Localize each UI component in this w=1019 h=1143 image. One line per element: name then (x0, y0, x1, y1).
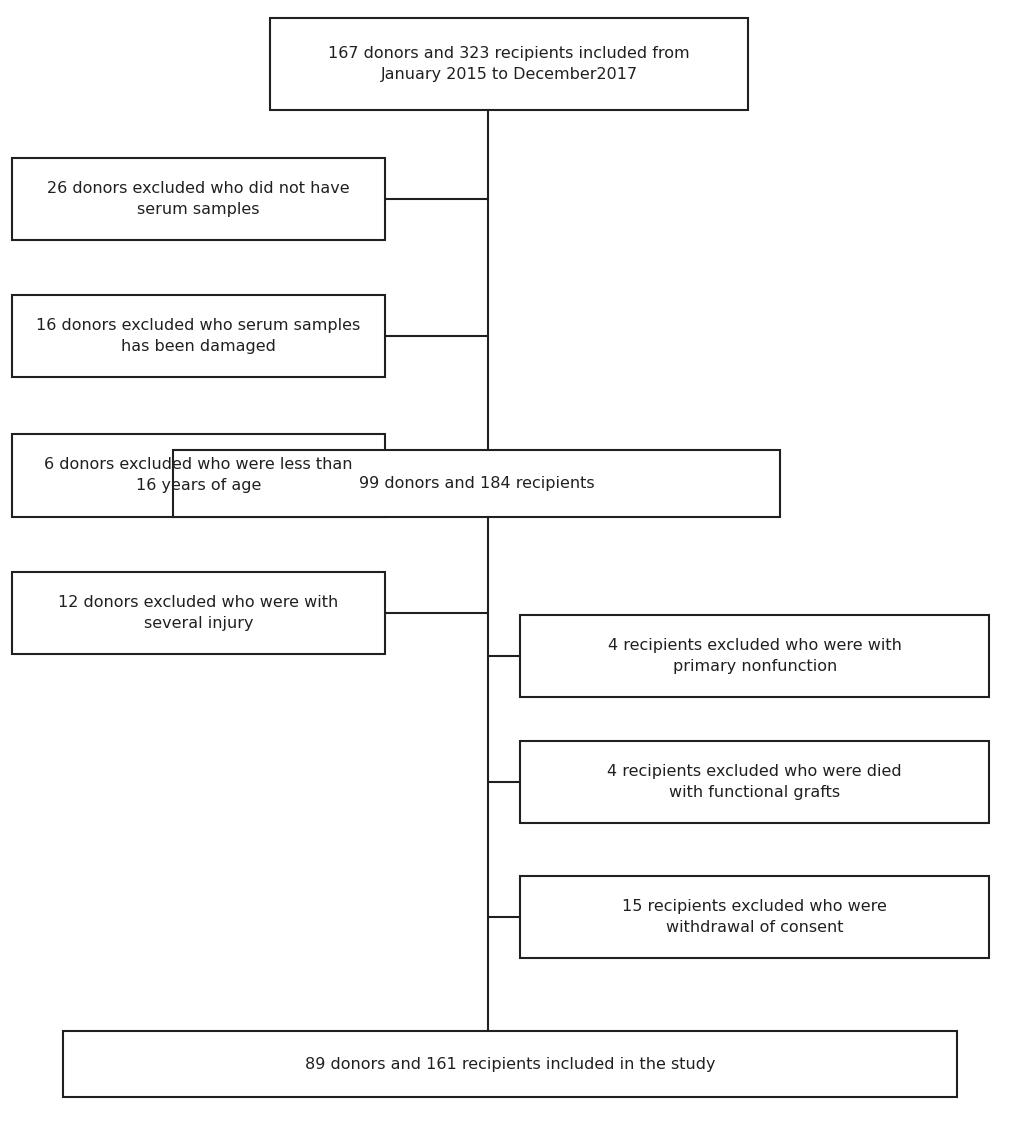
Text: 4 recipients excluded who were died
with functional grafts: 4 recipients excluded who were died with… (607, 764, 901, 800)
FancyBboxPatch shape (270, 18, 747, 110)
Text: 99 donors and 184 recipients: 99 donors and 184 recipients (359, 475, 594, 491)
FancyBboxPatch shape (173, 450, 780, 517)
Text: 89 donors and 161 recipients included in the study: 89 donors and 161 recipients included in… (305, 1056, 714, 1072)
Text: 6 donors excluded who were less than
16 years of age: 6 donors excluded who were less than 16 … (44, 457, 353, 494)
Text: 15 recipients excluded who were
withdrawal of consent: 15 recipients excluded who were withdraw… (622, 898, 887, 935)
FancyBboxPatch shape (520, 615, 988, 697)
FancyBboxPatch shape (12, 572, 384, 654)
FancyBboxPatch shape (12, 295, 384, 377)
FancyBboxPatch shape (12, 434, 384, 517)
Text: 4 recipients excluded who were with
primary nonfunction: 4 recipients excluded who were with prim… (607, 638, 901, 674)
FancyBboxPatch shape (63, 1031, 956, 1097)
Text: 26 donors excluded who did not have
serum samples: 26 donors excluded who did not have seru… (47, 181, 350, 217)
Text: 167 donors and 323 recipients included from
January 2015 to December2017: 167 donors and 323 recipients included f… (328, 46, 689, 82)
FancyBboxPatch shape (520, 741, 988, 823)
Text: 16 donors excluded who serum samples
has been damaged: 16 donors excluded who serum samples has… (37, 318, 360, 354)
FancyBboxPatch shape (520, 876, 988, 958)
FancyBboxPatch shape (12, 158, 384, 240)
Text: 12 donors excluded who were with
several injury: 12 donors excluded who were with several… (58, 594, 338, 631)
